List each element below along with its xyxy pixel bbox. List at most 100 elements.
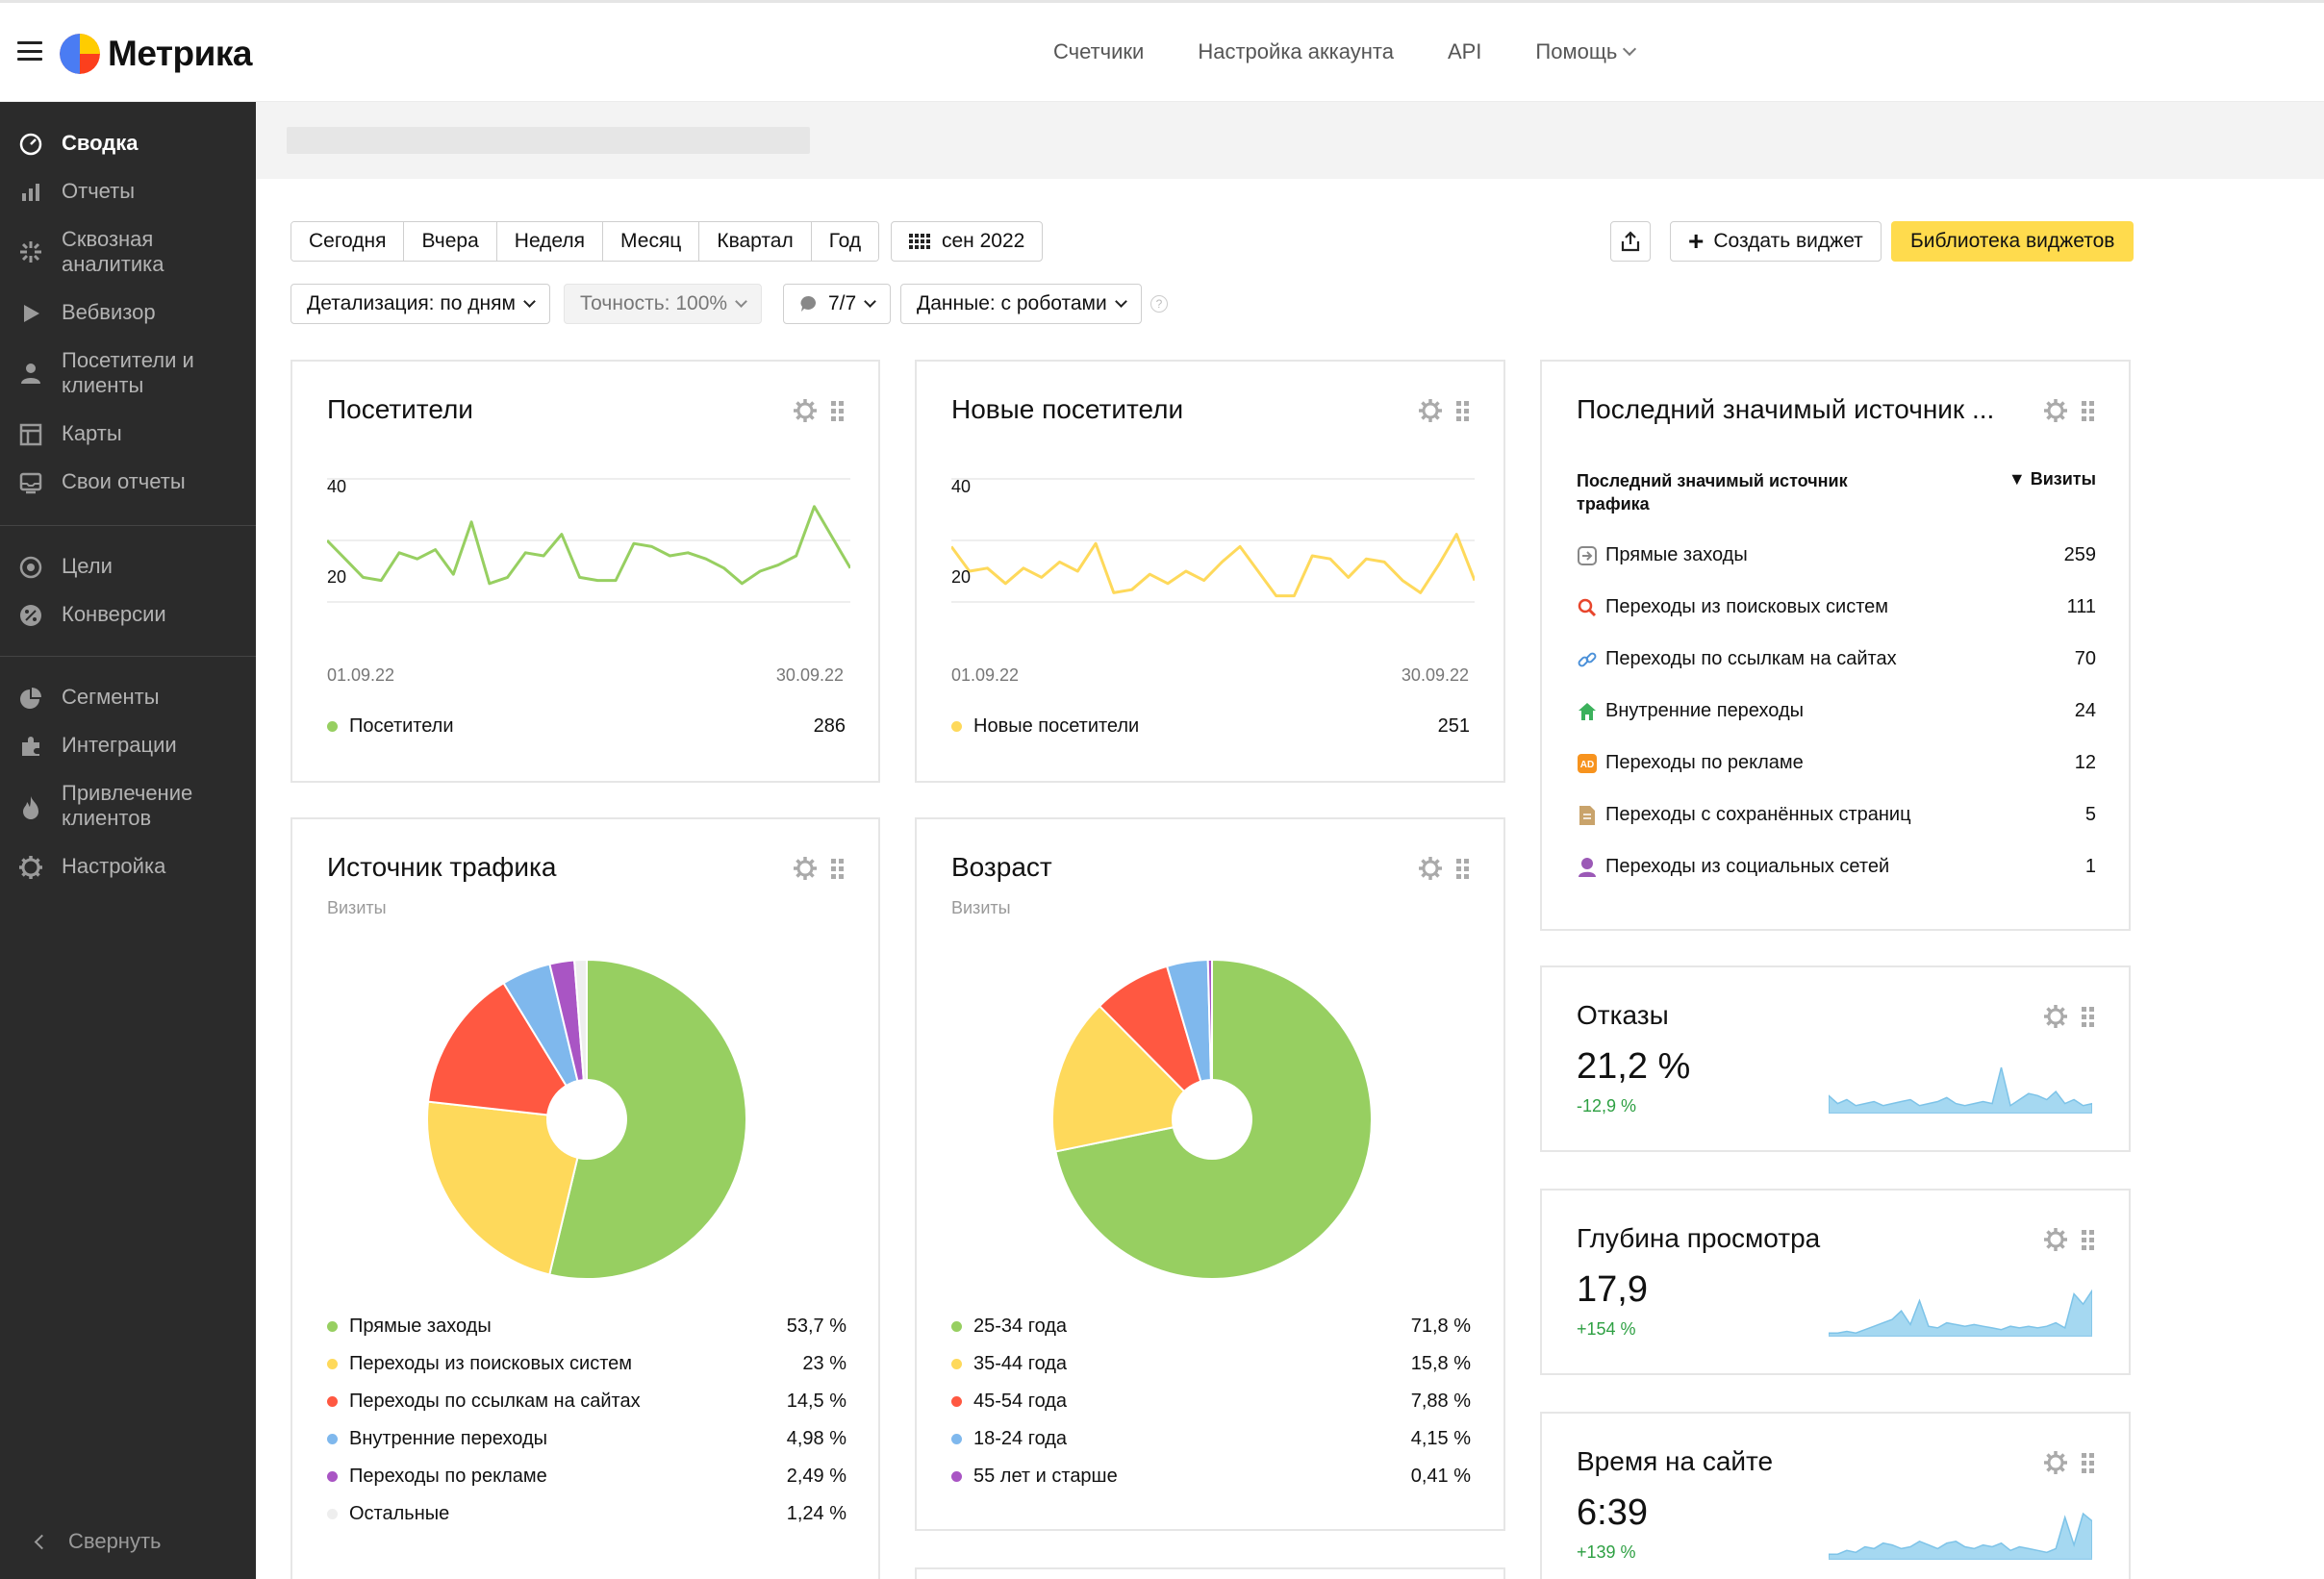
metrika-logo[interactable] xyxy=(60,34,100,74)
legend-value: 7,88 % xyxy=(1410,1391,1471,1412)
direct-entry-icon xyxy=(1577,545,1598,566)
gear-icon[interactable] xyxy=(1418,856,1443,881)
age-widget: Возраст Визиты 25-34 года 71,8 % 35-44 г… xyxy=(915,817,1505,1531)
time-on-site-widget: Время на сайте 6:39 +139 % xyxy=(1540,1412,2131,1579)
y-tick-label: 20 xyxy=(327,567,347,587)
social-icon xyxy=(1577,857,1598,878)
nav-account-settings[interactable]: Настройка аккаунта xyxy=(1198,39,1394,63)
date-picker-button[interactable]: сен 2022 xyxy=(891,221,1044,262)
period-quarter-button[interactable]: Квартал xyxy=(699,222,812,261)
legend-item: Переходы по рекламе 2,49 % xyxy=(327,1466,846,1488)
traffic-pie-chart xyxy=(426,958,747,1280)
table-row[interactable]: Переходы из поисковых систем 111 xyxy=(1577,596,2096,618)
widget-library-button[interactable]: Библиотека виджетов xyxy=(1891,221,2135,262)
row-value: 5 xyxy=(2084,804,2096,825)
bounce-rate-widget: Отказы 21,2 % -12,9 % xyxy=(1540,965,2131,1152)
widget-title: Время на сайте xyxy=(1577,1446,1774,1476)
period-today-button[interactable]: Сегодня xyxy=(291,222,405,261)
gear-icon[interactable] xyxy=(2043,1227,2068,1252)
nav-api[interactable]: API xyxy=(1447,39,1482,63)
legend-name: 25-34 года xyxy=(973,1316,1068,1337)
period-yesterday-button[interactable]: Вчера xyxy=(404,222,497,261)
drag-handle-icon[interactable] xyxy=(831,858,844,879)
chevron-down-icon xyxy=(523,295,536,308)
sidebar-item-label: Конверсии xyxy=(62,602,166,626)
drag-handle-icon[interactable] xyxy=(2082,1229,2094,1250)
dashboard-icon xyxy=(17,131,44,158)
table-row[interactable]: Переходы из социальных сетей 1 xyxy=(1577,856,2096,878)
legend-value: 15,8 % xyxy=(1410,1353,1471,1374)
period-year-button[interactable]: Год xyxy=(811,222,879,261)
gear-icon[interactable] xyxy=(2043,398,2068,423)
widget-title: Возраст xyxy=(951,852,1052,882)
legend-dot xyxy=(951,721,962,732)
map-icon xyxy=(17,421,44,448)
create-widget-button[interactable]: + Создать виджет xyxy=(1670,221,1882,262)
gear-icon[interactable] xyxy=(2043,1450,2068,1475)
drag-handle-icon[interactable] xyxy=(2082,400,2094,421)
export-button[interactable] xyxy=(1610,221,1651,262)
nav-help[interactable]: Помощь xyxy=(1535,39,1637,64)
legend-name: Внутренние переходы xyxy=(349,1428,547,1449)
legend-dot xyxy=(327,1359,338,1369)
drag-handle-icon[interactable] xyxy=(1456,858,1469,879)
legend-value: 4,98 % xyxy=(786,1428,846,1449)
legend-dot xyxy=(327,1321,338,1332)
traffic-source-widget: Источник трафика Визиты Прямые заходы 53… xyxy=(290,817,880,1579)
row-value: 259 xyxy=(2063,544,2096,565)
sidebar-item-label: Посетители и клиенты xyxy=(62,348,194,397)
column-header-source[interactable]: Последний значимый источник трафика xyxy=(1577,471,1848,514)
app-title[interactable]: Метрика xyxy=(108,34,252,73)
period-week-button[interactable]: Неделя xyxy=(496,222,604,261)
segments-dropdown[interactable]: 7/7 xyxy=(783,284,892,324)
drag-handle-icon[interactable] xyxy=(2082,1006,2094,1027)
chevron-down-icon xyxy=(1114,295,1127,308)
accuracy-dropdown[interactable]: Точность: 100% xyxy=(564,284,763,324)
collapse-button[interactable]: Свернуть xyxy=(34,1529,162,1554)
puzzle-icon xyxy=(17,733,44,760)
x-start-label: 01.09.22 xyxy=(327,665,395,685)
table-row[interactable]: Переходы с сохранённых страниц 5 xyxy=(1577,804,2096,826)
legend-dot xyxy=(327,1396,338,1407)
gear-icon[interactable] xyxy=(793,398,818,423)
drag-handle-icon[interactable] xyxy=(831,400,844,421)
legend-item: 55 лет и старше 0,41 % xyxy=(951,1466,1471,1488)
detail-dropdown-label: Детализация: по дням xyxy=(307,292,516,314)
target-icon xyxy=(17,554,44,581)
svg-text:AD: AD xyxy=(1580,760,1594,770)
sidebar-divider xyxy=(0,656,256,657)
table-row[interactable]: Прямые заходы 259 xyxy=(1577,544,2096,566)
calendar-icon xyxy=(909,234,930,249)
legend-item: Посетители 286 xyxy=(327,715,846,738)
gear-icon[interactable] xyxy=(2043,1004,2068,1029)
menu-icon[interactable] xyxy=(17,41,42,61)
detail-dropdown[interactable]: Детализация: по дням xyxy=(290,284,550,324)
legend-value: 4,15 % xyxy=(1410,1428,1471,1449)
robots-dropdown[interactable]: Данные: с роботами xyxy=(900,284,1142,324)
gear-icon[interactable] xyxy=(793,856,818,881)
widget-subtitle: Визиты xyxy=(951,898,1011,917)
legend-item: Остальные 1,24 % xyxy=(327,1503,846,1525)
drag-handle-icon[interactable] xyxy=(1456,400,1469,421)
table-row[interactable]: Переходы по ссылкам на сайтах 70 xyxy=(1577,648,2096,670)
legend-name: Посетители xyxy=(349,715,454,737)
x-end-label: 30.09.22 xyxy=(775,665,844,685)
legend-dot xyxy=(327,1471,338,1482)
table-row[interactable]: AD Переходы по рекламе 12 xyxy=(1577,752,2096,774)
sidebar-item-label: Сквозная аналитика xyxy=(62,227,164,276)
column-header-visits[interactable]: ▼ Визиты xyxy=(2008,469,2096,489)
gear-icon[interactable] xyxy=(1418,398,1443,423)
inbox-icon xyxy=(17,469,44,496)
legend-item: 45-54 года 7,88 % xyxy=(951,1391,1471,1413)
widget-title: Последний значимый источник ... xyxy=(1577,394,1995,424)
widget-tools xyxy=(2043,398,2094,423)
nav-counters[interactable]: Счетчики xyxy=(1053,39,1145,63)
x-start-label: 01.09.22 xyxy=(951,665,1020,685)
sidebar-divider xyxy=(0,525,256,526)
widget-title: Отказы xyxy=(1577,1000,1669,1030)
period-month-button[interactable]: Месяц xyxy=(603,222,700,261)
help-icon[interactable]: ? xyxy=(1150,295,1168,313)
legend-item: Прямые заходы 53,7 % xyxy=(327,1316,846,1338)
drag-handle-icon[interactable] xyxy=(2082,1452,2094,1473)
table-row[interactable]: Внутренние переходы 24 xyxy=(1577,700,2096,722)
